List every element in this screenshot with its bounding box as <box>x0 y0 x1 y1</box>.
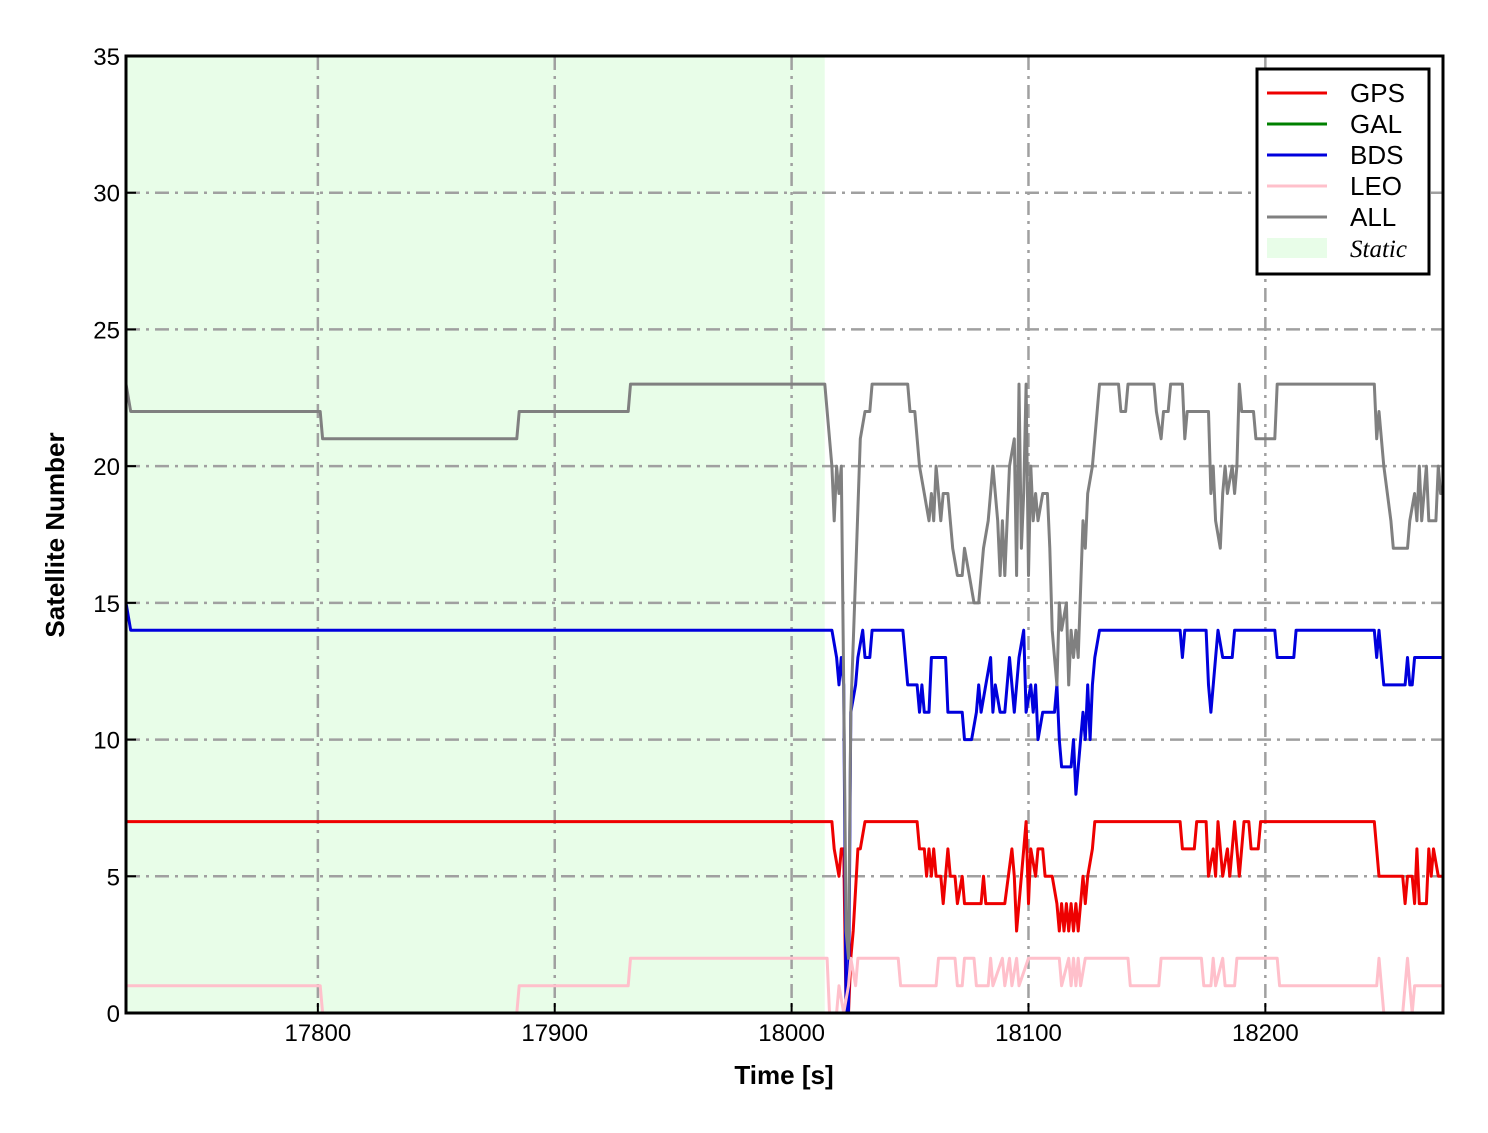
legend-label-gps: GPS <box>1350 78 1405 108</box>
y-tick-label: 30 <box>93 181 120 208</box>
legend-label-static: Static <box>1350 236 1407 263</box>
y-tick-label: 15 <box>93 591 120 618</box>
y-tick-label: 35 <box>93 44 120 71</box>
x-tick-label: 18100 <box>995 1020 1062 1047</box>
series-line-leo <box>126 956 1443 1015</box>
legend-label-gal: GAL <box>1350 109 1402 139</box>
x-tick-label: 17800 <box>284 1020 351 1047</box>
y-tick-label: 5 <box>107 864 120 891</box>
series-line-gps <box>126 820 1443 1015</box>
x-tick-label: 18000 <box>758 1020 825 1047</box>
y-tick-label: 25 <box>93 317 120 344</box>
x-tick-label: 17900 <box>521 1020 588 1047</box>
legend-label-leo: LEO <box>1350 171 1402 201</box>
grid <box>126 56 1443 1013</box>
x-axis-label: Time [s] <box>734 1060 833 1090</box>
plot-frame <box>124 54 1445 1015</box>
series-line-all <box>124 382 1443 960</box>
x-tick-label: 18200 <box>1232 1020 1299 1047</box>
y-tick-label: 10 <box>93 728 120 755</box>
y-tick-label: 0 <box>107 1001 120 1028</box>
legend-label-all: ALL <box>1350 202 1396 232</box>
y-tick-label: 20 <box>93 454 120 481</box>
legend-label-bds: BDS <box>1350 140 1403 170</box>
legend-box <box>1255 67 1431 276</box>
series-line-bds <box>124 602 1443 1015</box>
static-region <box>126 56 825 1013</box>
legend-swatch-static <box>1267 238 1327 258</box>
y-axis-label: Satellite Number <box>40 432 70 637</box>
